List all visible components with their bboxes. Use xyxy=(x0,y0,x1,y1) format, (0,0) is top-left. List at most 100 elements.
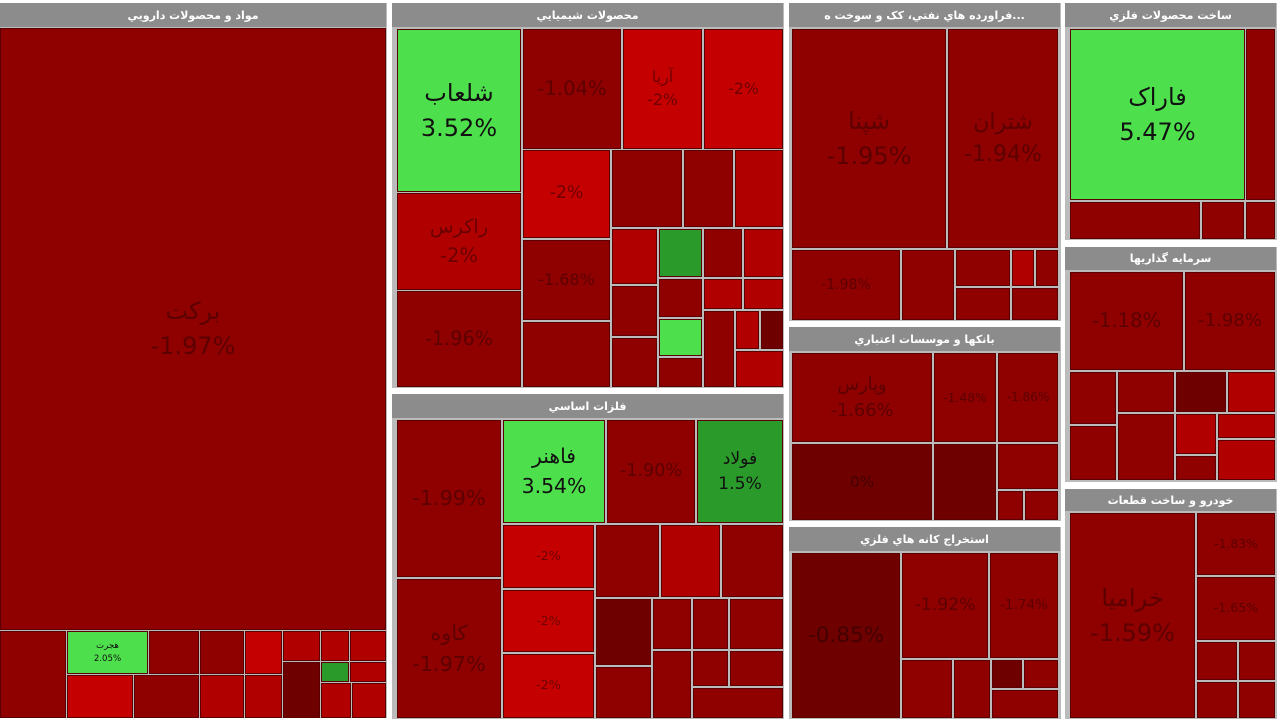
tile-change: -1.74% xyxy=(999,596,1049,613)
tile xyxy=(1012,250,1034,286)
tile xyxy=(283,631,320,661)
tile xyxy=(1239,682,1275,718)
tile-change: -2% xyxy=(549,183,584,204)
tile xyxy=(684,150,733,227)
tile xyxy=(998,491,1023,520)
tile: فاراک 5.47% xyxy=(1070,29,1245,200)
tile xyxy=(730,599,783,649)
tile: خراميا -1.59% xyxy=(1070,513,1195,718)
tile xyxy=(1197,642,1237,680)
tile: -2% xyxy=(503,590,594,652)
tile xyxy=(352,683,386,718)
tile-name: کاوه xyxy=(430,621,468,646)
tile: برکت -1.97% xyxy=(0,28,386,630)
tile xyxy=(1024,660,1058,688)
tile xyxy=(956,288,1010,320)
tile xyxy=(1176,372,1226,412)
tile: شلعاب 3.52% xyxy=(397,29,521,192)
tile-name: هجرت xyxy=(96,641,119,652)
tile xyxy=(659,358,702,387)
tile-change: -2% xyxy=(536,677,561,693)
tile xyxy=(998,444,1058,489)
tile: -1.48% xyxy=(934,353,996,442)
tile xyxy=(0,631,66,718)
tile: آريا -2% xyxy=(623,29,702,149)
tile-change: -2% xyxy=(440,243,478,267)
tile xyxy=(704,311,734,387)
tile-change: -2% xyxy=(536,613,561,628)
tile-name: فاهنر xyxy=(531,443,577,468)
tile xyxy=(321,683,351,718)
tile: 0% xyxy=(792,444,932,520)
tile: -1.68% xyxy=(523,240,610,320)
tile xyxy=(1218,440,1275,480)
tile-name: خراميا xyxy=(1101,583,1164,612)
tile xyxy=(902,250,954,320)
tile xyxy=(1246,29,1275,200)
tile: -1.90% xyxy=(607,420,695,523)
tile: -2% xyxy=(704,29,783,149)
tile-name: فولاد xyxy=(722,448,758,469)
tile: -1.18% xyxy=(1070,272,1183,370)
tile: راکرس -2% xyxy=(397,193,521,290)
tile xyxy=(67,675,133,718)
tile-change: -1.18% xyxy=(1091,308,1162,332)
tile xyxy=(704,279,742,309)
tile xyxy=(659,229,702,277)
tile-change: -1.68% xyxy=(538,270,595,290)
panel-title: ...فراورده هاي نفتي، کک و سوخت ه xyxy=(789,3,1060,27)
tile xyxy=(612,286,657,336)
tile: -1.74% xyxy=(990,553,1058,658)
tile xyxy=(1070,426,1116,480)
tile-change: -1.04% xyxy=(537,76,607,100)
tile xyxy=(245,631,282,674)
tile xyxy=(523,322,610,387)
tile xyxy=(659,279,702,317)
tile-change: 3.52% xyxy=(420,113,498,142)
tile-change: 2.05% xyxy=(93,653,122,664)
tile-change: -1.98% xyxy=(1198,309,1262,331)
panel-title: استخراج کانه هاي فلزي xyxy=(789,527,1060,551)
tile xyxy=(1118,414,1174,480)
tile-change: -1.97% xyxy=(150,332,236,360)
tile xyxy=(744,229,783,277)
tile xyxy=(1070,202,1200,239)
panel-title: محصولات شيميايي xyxy=(392,3,783,27)
tile xyxy=(1228,372,1275,412)
tile-change: 0% xyxy=(849,472,875,491)
tile xyxy=(350,662,386,682)
tile xyxy=(321,631,349,661)
tile-change: -1.86% xyxy=(1006,389,1050,404)
tile xyxy=(704,229,742,277)
tile xyxy=(1202,202,1244,239)
tile xyxy=(134,675,199,718)
tile-change: -0.85% xyxy=(807,622,885,648)
tile-change: -1.59% xyxy=(1090,618,1175,647)
tile xyxy=(321,662,349,682)
tile xyxy=(736,311,759,349)
tile xyxy=(1246,202,1275,239)
tile-change: 5.47% xyxy=(1119,117,1196,146)
tile xyxy=(992,660,1022,688)
tile-change: -1.98% xyxy=(821,276,871,293)
tile: -0.85% xyxy=(792,553,900,718)
tile-change: -1.48% xyxy=(943,389,987,405)
tile-change: -1.94% xyxy=(964,141,1042,167)
tile xyxy=(283,662,320,718)
tile: -2% xyxy=(523,150,610,238)
tile-change: -1.96% xyxy=(425,327,493,351)
tile: -1.98% xyxy=(1185,272,1275,370)
tile xyxy=(612,338,657,387)
tile xyxy=(934,444,996,520)
tile xyxy=(1025,491,1058,520)
tile: هجرت 2.05% xyxy=(67,631,148,674)
tile xyxy=(1197,682,1237,718)
tile-change: -1.95% xyxy=(826,141,912,170)
tile: فاهنر 3.54% xyxy=(503,420,605,523)
tile-name: شپنا xyxy=(848,106,890,135)
tile xyxy=(653,599,691,649)
tile: شتران -1.94% xyxy=(948,29,1058,248)
tile-name: وپارس xyxy=(837,373,887,395)
panel-title: بانکها و موسسات اعتباري xyxy=(789,327,1060,351)
tile: کاوه -1.97% xyxy=(397,579,501,718)
